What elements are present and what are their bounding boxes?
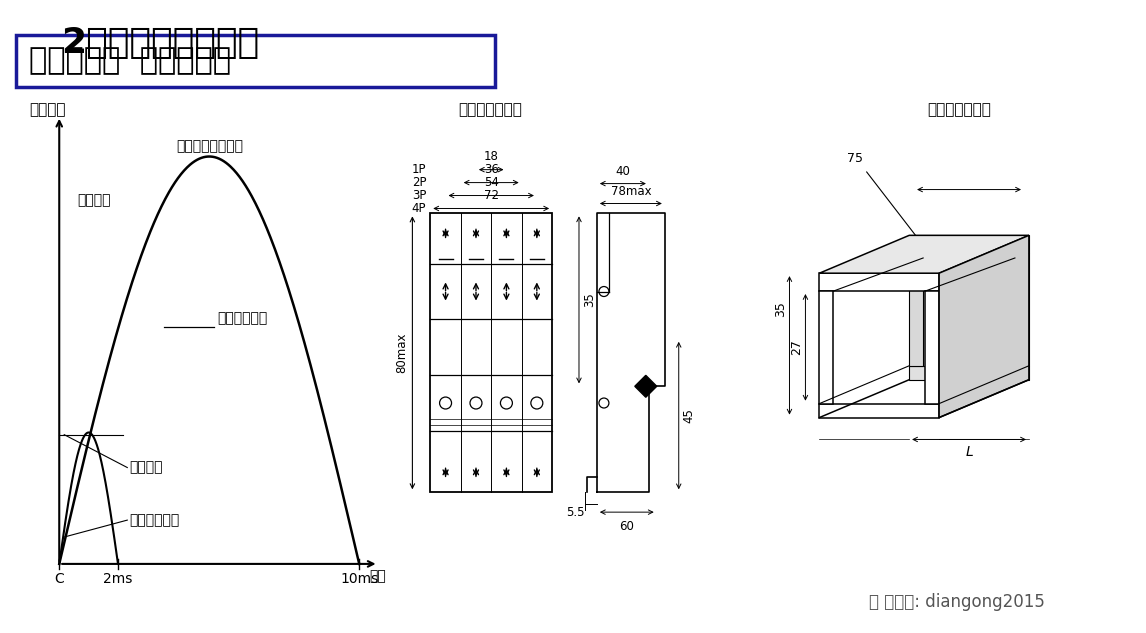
Text: 18: 18 (484, 149, 499, 163)
Text: 10ms: 10ms (340, 572, 378, 586)
Bar (819, 404, 939, 418)
Bar (909, 366, 1029, 380)
Text: 🐾 微信号: diangong2015: 🐾 微信号: diangong2015 (870, 592, 1045, 611)
Text: 40: 40 (615, 165, 630, 178)
Text: 1P: 1P (411, 163, 426, 176)
Text: 4P: 4P (411, 202, 426, 215)
Text: 54: 54 (484, 175, 499, 189)
Text: 限流特性：  限流能力高: 限流特性： 限流能力高 (30, 47, 231, 75)
Text: 45: 45 (683, 408, 696, 423)
Text: 安装导轨尺寸图: 安装导轨尺寸图 (927, 102, 991, 117)
Bar (16, 35, 495, 87)
Polygon shape (819, 235, 1029, 273)
Text: 35: 35 (775, 301, 787, 317)
Text: 2P: 2P (411, 176, 426, 189)
Text: 72: 72 (484, 189, 499, 201)
Bar (909, 235, 1029, 253)
Bar (909, 253, 924, 366)
Bar (925, 291, 939, 404)
Text: 78max: 78max (611, 185, 651, 197)
Text: 2ms: 2ms (103, 572, 133, 586)
Text: 2、空开的技术性能: 2、空开的技术性能 (61, 27, 259, 60)
Text: 限流短路能量: 限流短路能量 (129, 513, 180, 527)
Text: 限流特性: 限流特性 (30, 102, 65, 117)
Text: 限流峰値: 限流峰値 (129, 461, 163, 475)
Text: 60: 60 (619, 520, 634, 533)
Text: 外形及安装尺寸: 外形及安装尺寸 (458, 102, 523, 117)
Text: 75: 75 (847, 152, 863, 165)
Text: 36: 36 (484, 163, 499, 175)
Bar (819, 291, 833, 404)
Bar (819, 273, 939, 291)
Text: 27: 27 (791, 339, 803, 355)
Bar (431, 213, 552, 492)
Text: 80max: 80max (395, 332, 408, 373)
Text: C: C (54, 572, 64, 586)
Text: 时间: 时间 (369, 569, 386, 583)
Text: 5.5: 5.5 (566, 506, 584, 518)
Bar (1015, 253, 1029, 366)
Text: 预期短路能量: 预期短路能量 (217, 311, 267, 325)
Text: L: L (965, 446, 973, 460)
Text: 短路电流: 短路电流 (77, 193, 111, 208)
Text: 3P: 3P (411, 189, 426, 202)
Polygon shape (939, 235, 1029, 418)
Polygon shape (635, 375, 657, 398)
Text: 35: 35 (583, 292, 596, 307)
Text: 预期短路电流峰値: 预期短路电流峰値 (176, 139, 244, 153)
